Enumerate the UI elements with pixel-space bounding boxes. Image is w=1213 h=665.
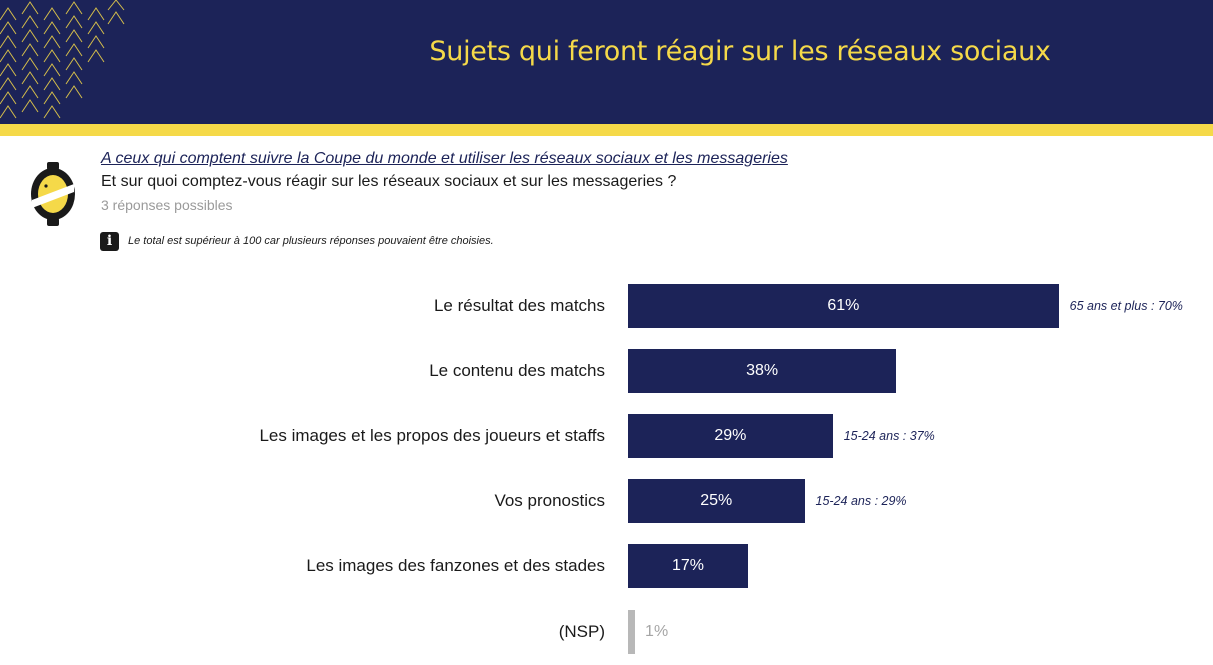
header-banner: Sujets qui feront réagir sur les réseaux…: [0, 0, 1213, 124]
info-icon: i: [100, 231, 119, 251]
bar: [628, 414, 833, 458]
category-label: Le résultat des matchs: [433, 296, 605, 315]
survey-logo-icon: [31, 162, 75, 226]
bar: [628, 284, 1059, 328]
chevron-pattern-decoration: [0, 0, 125, 119]
question-text: Et sur quoi comptez-vous réagir sur les …: [101, 173, 677, 190]
answer-instruction: 3 réponses possibles: [101, 197, 233, 213]
bar: [628, 349, 897, 393]
bar-value-label: 29%: [714, 427, 747, 444]
accent-stripe: [0, 124, 1213, 136]
bar-value-label: 17%: [671, 557, 705, 574]
subgroup-annotation: 65 ans et plus : 70%: [1069, 299, 1183, 313]
category-label: Vos pronostics: [494, 491, 605, 510]
category-label: Les images des fanzones et des stades: [306, 556, 605, 575]
subgroup-annotation: 15-24 ans : 29%: [815, 494, 907, 508]
category-label: (NSP): [558, 622, 605, 641]
category-label: Le contenu des matchs: [429, 361, 605, 380]
note-text: Le total est supérieur à 100 car plusieu…: [128, 235, 494, 247]
bar: [628, 479, 805, 523]
question-block: A ceux qui comptent suivre la Coupe du m…: [101, 148, 1101, 216]
bar-value-label: 1%: [645, 623, 669, 640]
bar: [628, 610, 636, 654]
bar-value-label: 25%: [700, 492, 733, 509]
bar: [628, 544, 749, 588]
subgroup-annotation: 15-24 ans : 37%: [843, 429, 935, 443]
bar-value-label: 61%: [827, 297, 860, 314]
page-title: Sujets qui feront réagir sur les réseaux…: [429, 36, 1051, 67]
population-filter: A ceux qui comptent suivre la Coupe du m…: [101, 150, 788, 167]
total-note: i Le total est supérieur à 100 car plusi…: [100, 231, 494, 251]
category-label: Les images et les propos des joueurs et …: [259, 426, 605, 445]
bar-value-label: 38%: [746, 362, 779, 379]
